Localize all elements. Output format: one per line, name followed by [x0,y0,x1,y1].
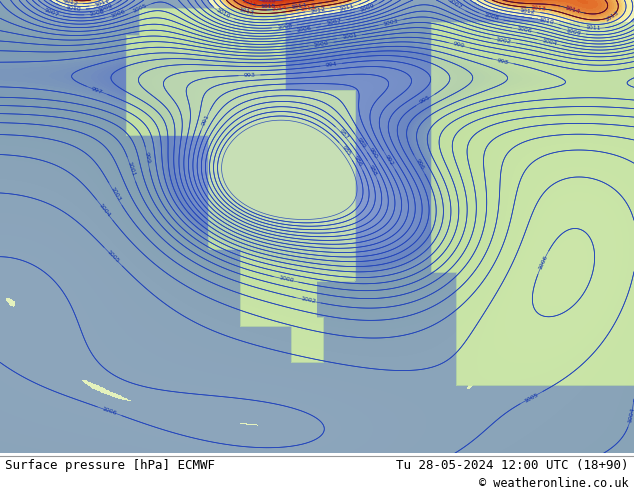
Text: 1005: 1005 [132,3,148,14]
Text: 992: 992 [384,154,394,167]
Text: Surface pressure [hPa] ECMWF: Surface pressure [hPa] ECMWF [5,459,215,471]
Text: 994: 994 [325,62,337,68]
Text: 1001: 1001 [127,161,136,177]
Text: 1006: 1006 [295,26,311,33]
Text: 999: 999 [453,42,465,49]
Text: 985: 985 [340,145,351,157]
Text: 1010: 1010 [538,17,555,25]
Text: 1012: 1012 [309,6,326,14]
Text: 1003: 1003 [383,18,399,26]
Text: 1004: 1004 [628,407,634,423]
Text: 1007: 1007 [42,7,59,18]
Text: 1008: 1008 [276,24,292,30]
Text: 986: 986 [353,155,363,167]
Text: 1006: 1006 [101,406,118,416]
Text: 1012: 1012 [62,0,78,6]
Text: 1013: 1013 [531,5,547,12]
Text: 988: 988 [368,164,378,177]
Text: 1009: 1009 [359,3,375,13]
Text: 996: 996 [414,158,425,171]
Text: 1004: 1004 [541,38,558,47]
Text: 1006: 1006 [538,254,548,270]
Text: 1005: 1005 [524,392,540,403]
Text: 1013: 1013 [300,4,316,12]
Text: 1007: 1007 [326,18,342,25]
Text: 997: 997 [91,86,103,95]
Text: 1013: 1013 [604,9,620,23]
Text: 989: 989 [356,137,366,149]
Text: 1002: 1002 [496,37,512,45]
Text: 1000: 1000 [313,41,329,48]
Text: 999: 999 [144,151,151,164]
Text: 1000: 1000 [278,275,294,284]
Text: 1015: 1015 [242,0,257,8]
Text: 1009: 1009 [96,3,113,13]
Text: 1006: 1006 [516,26,533,34]
Text: 1011: 1011 [585,25,600,31]
Text: 1010: 1010 [214,8,230,20]
Text: 1011: 1011 [94,0,110,8]
Text: 1010: 1010 [65,5,81,12]
Text: 1008: 1008 [89,9,105,17]
Text: 1002: 1002 [300,296,316,304]
Text: 990: 990 [368,147,378,160]
Text: 1014: 1014 [564,5,580,14]
Text: 1004: 1004 [98,202,112,218]
Text: 1006: 1006 [110,9,126,19]
Text: 1008: 1008 [483,13,500,22]
Text: 1016: 1016 [261,0,276,3]
Text: 1014: 1014 [271,6,287,12]
Text: 998: 998 [496,58,509,65]
Text: 987: 987 [337,129,349,141]
Text: 1011: 1011 [339,4,354,12]
Text: 1001: 1001 [342,33,358,40]
Text: 993: 993 [243,73,256,78]
Text: 1009: 1009 [566,27,581,36]
Text: 991: 991 [201,114,210,127]
Text: 1003: 1003 [109,186,121,202]
Text: 1016: 1016 [261,0,276,3]
Text: 1007: 1007 [446,0,462,11]
Text: 1014: 1014 [564,5,580,14]
Text: 1012: 1012 [519,7,536,14]
Text: © weatheronline.co.uk: © weatheronline.co.uk [479,477,629,490]
Text: 1015: 1015 [261,3,276,8]
Text: 1005: 1005 [106,249,120,264]
Text: 1014: 1014 [290,2,307,10]
Text: 995: 995 [419,95,432,105]
Text: Tu 28-05-2024 12:00 UTC (18+90): Tu 28-05-2024 12:00 UTC (18+90) [396,459,629,471]
Text: 1013: 1013 [238,7,254,16]
